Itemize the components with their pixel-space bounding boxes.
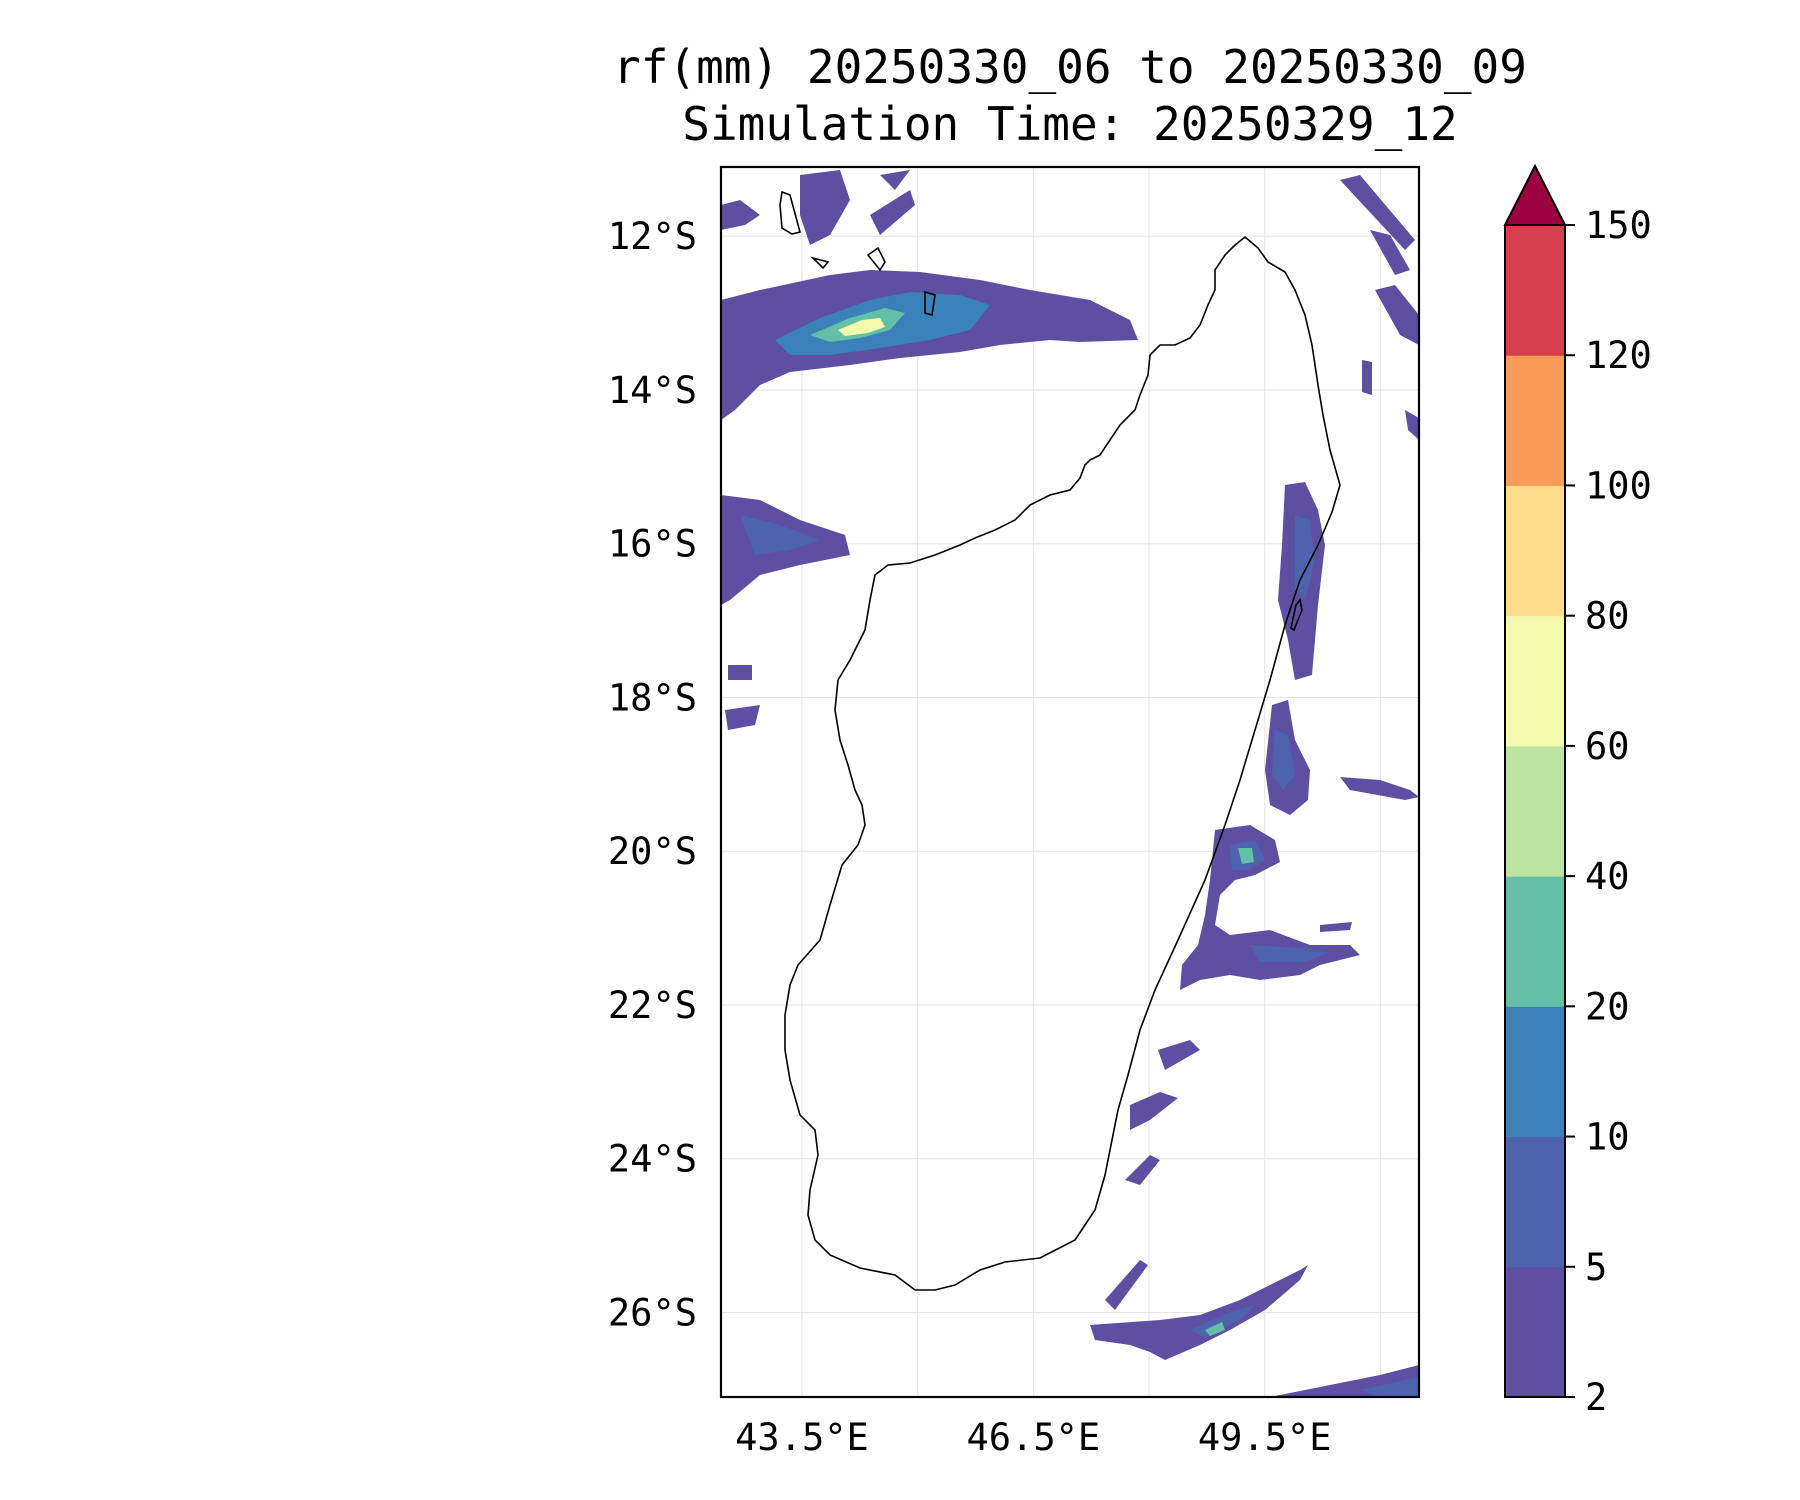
colorbar-blocks: [1505, 225, 1565, 1398]
lon-tick-label: 46.5°E: [967, 1416, 1101, 1459]
rain-streak-northeast-5: [1362, 360, 1372, 395]
rain-streak-northeast-1: [1340, 175, 1415, 250]
title-line-2: Simulation Time: 20250329_12: [682, 97, 1457, 151]
colorbar-tick-labels: 2 5 10 20 40 60 80 100 120 150: [1565, 204, 1652, 1419]
longitude-tick-labels: 43.5°E 46.5°E 49.5°E: [735, 1416, 1331, 1459]
lat-tick-label: 24°S: [608, 1138, 697, 1181]
rain-band-east-coast-4-core: [1238, 848, 1254, 864]
colorbar-tick-label: 150: [1585, 204, 1652, 247]
coastlines: [779, 190, 1341, 1291]
colorbar-tick-label: 120: [1585, 334, 1652, 377]
rain-cell-west-small-2: [725, 705, 760, 730]
colorbar-block: [1505, 615, 1565, 747]
island-comoros-2: [866, 246, 886, 272]
colorbar-tick-label: 10: [1585, 1116, 1630, 1159]
colorbar-block: [1505, 1266, 1565, 1398]
rain-streak-southeast-1: [1158, 1040, 1200, 1070]
rainfall-contours: [721, 170, 1419, 1397]
rain-band-east-coast-4: [1180, 825, 1360, 990]
colorbar-tick-label: 40: [1585, 855, 1630, 898]
latitude-tick-labels: 12°S 14°S 16°S 18°S 20°S 22°S 24°S 26°S: [608, 215, 697, 1334]
title-line-1: rf(mm) 20250330_06 to 20250330_09: [613, 40, 1527, 94]
lat-tick-label: 14°S: [608, 369, 697, 412]
lon-tick-label: 49.5°E: [1198, 1416, 1332, 1459]
colorbar-block: [1505, 876, 1565, 1007]
rain-cell-northwest-small-4: [880, 170, 910, 190]
rain-streak-east-5: [1320, 922, 1352, 932]
rain-streak-northeast-4: [1405, 410, 1419, 440]
island-comoros-1: [779, 190, 801, 235]
colorbar-extend-triangle: [1503, 163, 1567, 226]
colorbar-tick-label: 2: [1585, 1376, 1607, 1419]
colorbar-tick-label: 20: [1585, 985, 1630, 1028]
rain-cell-northwest-small-2: [800, 170, 850, 245]
colorbar-block: [1505, 745, 1565, 877]
colorbar-frame: [1504, 224, 1566, 1398]
rain-band-southeast-corner-inner: [1360, 1377, 1419, 1397]
rain-band-east-coast-2-inner: [1272, 730, 1295, 790]
colorbar-tick-label: 60: [1585, 725, 1630, 768]
colorbar-block: [1505, 225, 1565, 356]
colorbar: 2 5 10 20 40 60 80 100 120 150: [1503, 163, 1652, 1419]
lon-tick-label: 43.5°E: [735, 1416, 869, 1459]
rain-streak-east-3: [1340, 777, 1419, 800]
rain-band-east-coast-4-inner-2: [1250, 945, 1330, 962]
colorbar-block: [1505, 1006, 1565, 1138]
rain-band-west-inner: [740, 515, 820, 555]
rain-band-northwest-peak: [838, 318, 885, 336]
rain-cell-northwest-small-3: [870, 190, 915, 235]
lat-tick-label: 26°S: [608, 1291, 697, 1334]
island-nosy-boraha: [1290, 598, 1303, 632]
map-panel: 12°S14°S16°S18°S20°S22°S24°S26°S 43.5°E 4…: [608, 165, 1421, 1459]
lat-tick-label: 22°S: [608, 984, 697, 1027]
rain-cell-northwest-small-1: [721, 200, 760, 230]
lat-tick-label: 20°S: [608, 830, 697, 873]
colorbar-block: [1505, 355, 1565, 486]
lat-tick-label: 12°S: [608, 215, 697, 258]
rain-streak-northeast-3: [1375, 285, 1419, 345]
colorbar-tick-label: 100: [1585, 464, 1652, 507]
rain-cell-west-small-1: [728, 665, 752, 680]
colorbar-block: [1505, 485, 1565, 617]
island-comoros-3: [810, 256, 830, 270]
colorbar-tick-label: 80: [1585, 595, 1630, 638]
rain-band-south: [1090, 1265, 1308, 1360]
rain-streak-southeast-4: [1105, 1260, 1148, 1310]
map-frame: [719, 165, 1421, 1399]
lat-tick-label: 16°S: [608, 523, 697, 566]
rain-band-northwest: [721, 270, 1138, 420]
madagascar-coastline: [784, 235, 1341, 1291]
colorbar-block: [1505, 1136, 1565, 1268]
rain-band-south-core: [1205, 1322, 1225, 1336]
lat-tick-label: 18°S: [608, 676, 697, 719]
island-mayotte: [924, 290, 936, 317]
rain-streak-southeast-2: [1130, 1092, 1178, 1130]
colorbar-tick-label: 5: [1585, 1246, 1607, 1289]
rain-streak-northeast-2: [1370, 230, 1410, 275]
rain-streak-southeast-3: [1125, 1155, 1160, 1185]
